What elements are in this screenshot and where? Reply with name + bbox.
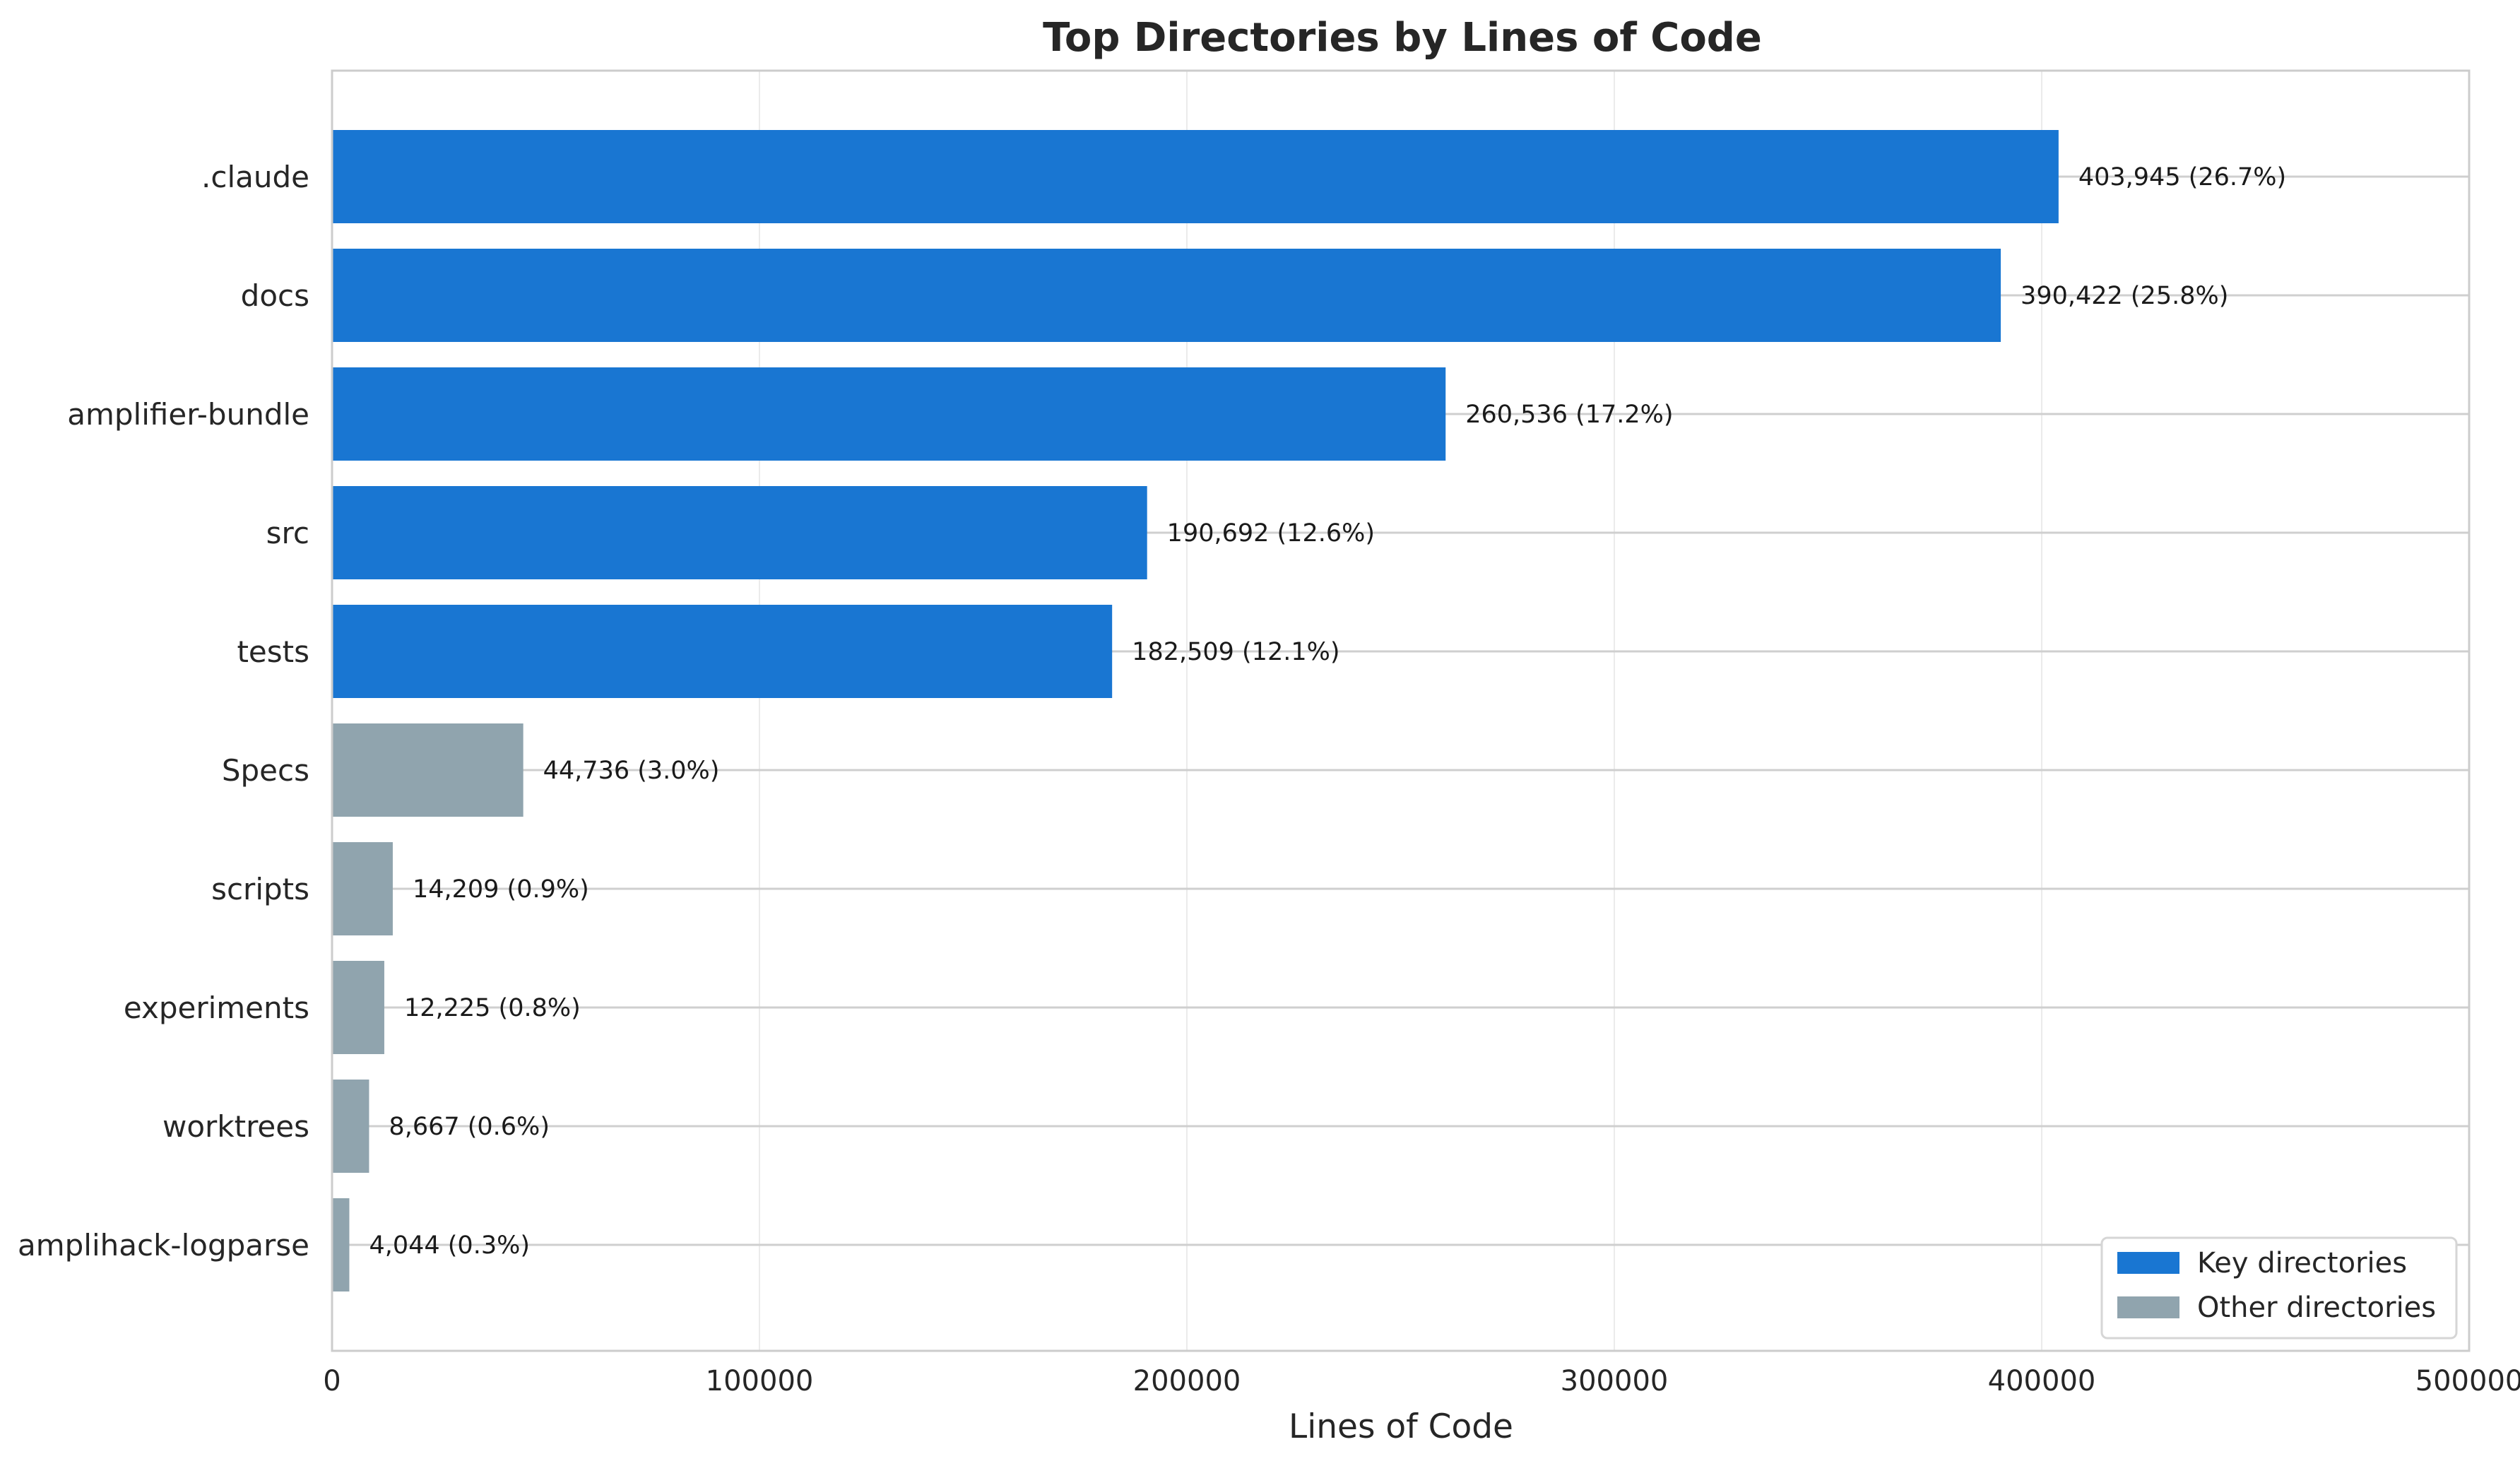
- legend-swatch: [2117, 1252, 2179, 1274]
- legend: Key directories Other directories: [2100, 1236, 2458, 1340]
- bar: [332, 367, 1446, 461]
- x-tick-label: 500000: [2415, 1365, 2520, 1397]
- x-axis-label: Lines of Code: [1289, 1407, 1513, 1446]
- legend-label: Key directories: [2197, 1247, 2407, 1279]
- data-labels: 403,945 (26.7%) 390,422 (25.8%) 260,536 (1…: [369, 163, 2286, 1260]
- y-category-label: docs: [241, 278, 309, 313]
- y-axis-categories: .claude docs amplifier-bundle src tests Specs…: [18, 160, 309, 1263]
- bar-value-label: 182,509 (12.1%): [1132, 638, 1339, 666]
- bar-value-label: 14,209 (0.9%): [413, 875, 589, 904]
- x-tick-label: 300000: [1561, 1365, 1669, 1397]
- bar: [332, 1198, 350, 1291]
- legend-box: [2100, 1236, 2458, 1340]
- y-category-label: .claude: [201, 160, 309, 194]
- legend-label: Other directories: [2197, 1291, 2436, 1324]
- bar: [332, 130, 2059, 223]
- bar: [332, 842, 393, 935]
- y-category-label: src: [266, 516, 309, 550]
- bar: [332, 605, 1113, 698]
- bar-value-label: 44,736 (3.0%): [543, 757, 720, 785]
- legend-swatch: [2117, 1296, 2179, 1318]
- x-tick-label: 100000: [706, 1365, 814, 1397]
- chart-title: Top Directories by Lines of Code: [1043, 15, 1762, 61]
- bar: [332, 486, 1147, 579]
- y-category-label: amplifier-bundle: [67, 397, 309, 432]
- bar-value-label: 260,536 (17.2%): [1465, 401, 1673, 429]
- y-category-label: tests: [237, 634, 309, 669]
- bar: [332, 1080, 369, 1173]
- y-category-label: experiments: [124, 991, 309, 1025]
- x-axis-ticks: 0 100000 200000 300000 400000 500000: [323, 1365, 2520, 1397]
- bar-value-label: 12,225 (0.8%): [404, 994, 581, 1022]
- x-tick-label: 200000: [1133, 1365, 1241, 1397]
- bar: [332, 961, 384, 1054]
- bar-value-label: 390,422 (25.8%): [2021, 282, 2228, 310]
- y-category-label: Specs: [222, 753, 309, 788]
- x-tick-label: 400000: [1988, 1365, 2096, 1397]
- bar: [332, 249, 2001, 342]
- bar-value-label: 403,945 (26.7%): [2078, 163, 2286, 191]
- y-category-label: scripts: [211, 872, 309, 906]
- bar-value-label: 4,044 (0.3%): [369, 1231, 530, 1260]
- bar-value-label: 190,692 (12.6%): [1167, 519, 1375, 548]
- y-category-label: amplihack-logparse: [18, 1228, 309, 1263]
- y-category-label: worktrees: [162, 1109, 309, 1144]
- plot-frame: [331, 69, 2471, 1352]
- bars: [332, 130, 2059, 1291]
- x-tick-label: 0: [323, 1365, 341, 1397]
- bar-value-label: 8,667 (0.6%): [389, 1113, 550, 1141]
- bar: [332, 723, 523, 817]
